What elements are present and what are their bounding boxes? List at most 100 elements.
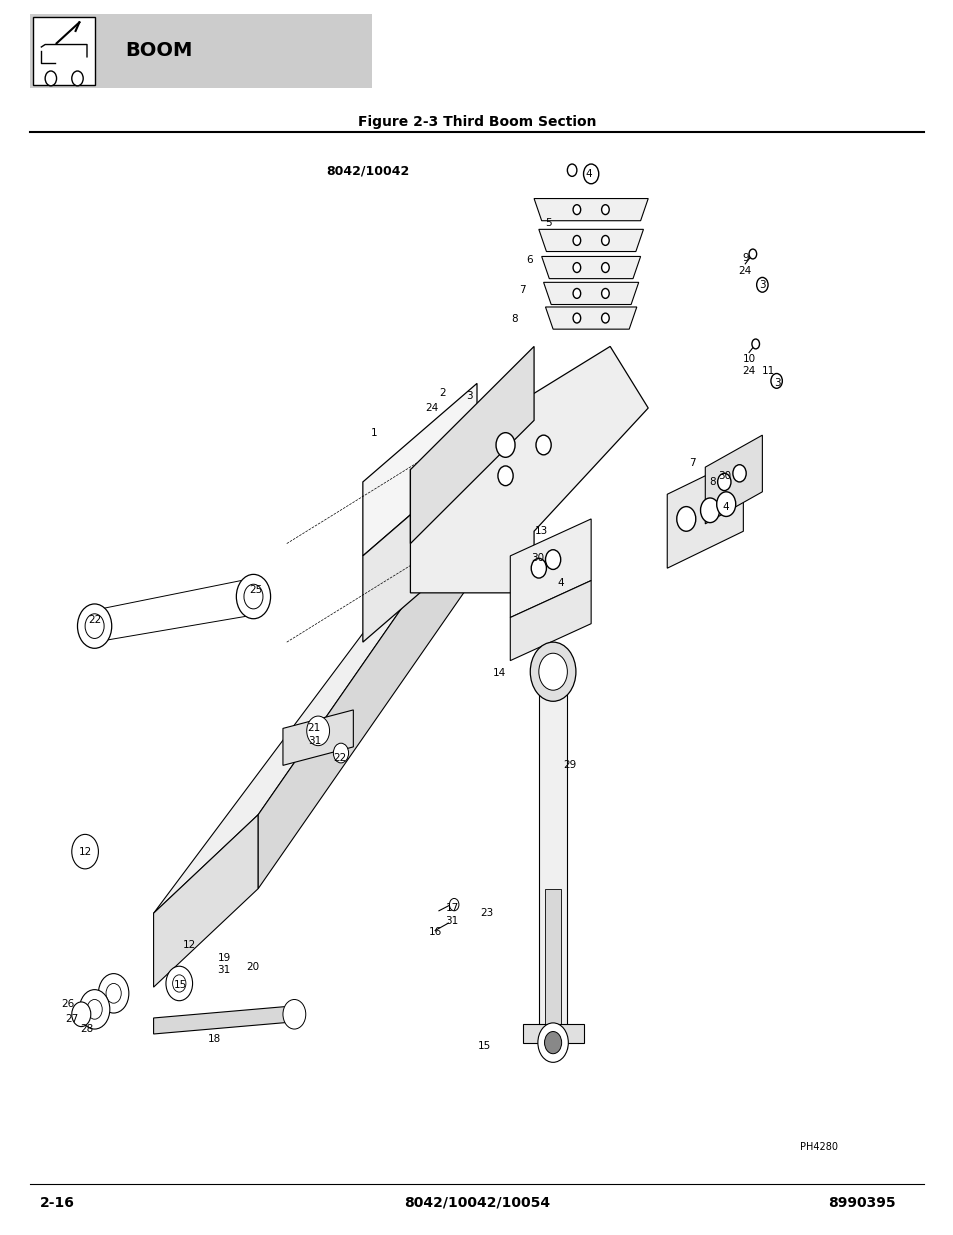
Text: 15: 15: [477, 1041, 491, 1051]
Text: 12: 12: [183, 940, 196, 950]
Polygon shape: [153, 1005, 296, 1034]
Text: 8: 8: [709, 477, 716, 487]
Text: 8042/10042/10054: 8042/10042/10054: [403, 1195, 550, 1210]
Text: 3: 3: [759, 280, 765, 290]
Circle shape: [700, 498, 719, 522]
Polygon shape: [283, 710, 353, 766]
Circle shape: [71, 835, 98, 869]
Text: 24: 24: [425, 403, 438, 412]
Text: 30: 30: [531, 553, 544, 563]
Circle shape: [567, 164, 577, 177]
Text: 24: 24: [738, 267, 751, 277]
Text: 20: 20: [246, 962, 259, 972]
Circle shape: [545, 550, 560, 569]
Circle shape: [496, 432, 515, 457]
Circle shape: [601, 205, 609, 215]
Text: 2-16: 2-16: [39, 1195, 74, 1210]
Text: 13: 13: [535, 526, 548, 536]
Circle shape: [748, 249, 756, 259]
Text: 31: 31: [445, 915, 458, 925]
Text: 25: 25: [250, 585, 263, 595]
Polygon shape: [666, 457, 742, 568]
Polygon shape: [362, 457, 476, 642]
Polygon shape: [545, 308, 637, 330]
Polygon shape: [522, 1024, 583, 1042]
Circle shape: [573, 205, 580, 215]
Circle shape: [530, 642, 576, 701]
Circle shape: [449, 898, 458, 910]
Text: 6: 6: [525, 256, 532, 266]
Polygon shape: [543, 283, 639, 305]
Text: 16: 16: [428, 926, 441, 936]
Polygon shape: [410, 346, 534, 543]
Text: 5: 5: [544, 219, 551, 228]
Polygon shape: [362, 383, 476, 556]
Text: 26: 26: [61, 999, 74, 1009]
Circle shape: [573, 289, 580, 299]
Text: BOOM: BOOM: [125, 41, 193, 61]
Circle shape: [716, 492, 735, 516]
Text: 28: 28: [80, 1024, 93, 1034]
Text: 10: 10: [741, 353, 755, 364]
Text: 8042/10042: 8042/10042: [326, 165, 409, 178]
Polygon shape: [704, 435, 761, 524]
Circle shape: [601, 314, 609, 324]
Text: 12: 12: [78, 847, 91, 857]
Circle shape: [770, 373, 781, 388]
Polygon shape: [534, 199, 647, 221]
Text: 4: 4: [585, 169, 592, 179]
Circle shape: [85, 614, 104, 638]
Circle shape: [601, 263, 609, 273]
Text: 27: 27: [65, 1014, 78, 1024]
Text: 29: 29: [563, 761, 577, 771]
FancyBboxPatch shape: [32, 17, 94, 85]
Text: 3: 3: [774, 378, 781, 388]
Text: 8: 8: [511, 314, 517, 325]
Circle shape: [732, 464, 745, 482]
Circle shape: [536, 435, 551, 454]
Circle shape: [283, 999, 306, 1029]
Circle shape: [77, 604, 112, 648]
Text: 7: 7: [688, 458, 695, 468]
Circle shape: [538, 653, 567, 690]
Polygon shape: [153, 445, 515, 913]
Circle shape: [544, 1031, 561, 1053]
Text: 15: 15: [173, 979, 187, 989]
Text: Figure 2-3 Third Boom Section: Figure 2-3 Third Boom Section: [357, 115, 596, 130]
Circle shape: [717, 473, 730, 490]
Circle shape: [244, 584, 263, 609]
Circle shape: [87, 999, 102, 1019]
Text: 14: 14: [493, 668, 506, 678]
Text: 31: 31: [308, 736, 320, 746]
Circle shape: [71, 70, 83, 85]
Text: 22: 22: [333, 753, 346, 763]
Circle shape: [751, 340, 759, 348]
Circle shape: [537, 1023, 568, 1062]
Text: 17: 17: [445, 903, 458, 914]
Text: 24: 24: [741, 366, 755, 375]
Text: 21: 21: [308, 724, 320, 734]
Circle shape: [166, 966, 193, 1000]
Polygon shape: [258, 445, 515, 889]
Text: 30: 30: [717, 471, 730, 480]
Circle shape: [601, 236, 609, 246]
FancyBboxPatch shape: [30, 14, 372, 88]
Text: 9: 9: [741, 253, 748, 263]
Text: 31: 31: [217, 965, 231, 974]
Circle shape: [497, 466, 513, 485]
Circle shape: [333, 743, 348, 763]
Circle shape: [106, 983, 121, 1003]
Circle shape: [676, 506, 695, 531]
Polygon shape: [545, 889, 560, 1024]
Circle shape: [756, 278, 767, 293]
Text: 1: 1: [371, 427, 377, 437]
Text: 23: 23: [479, 908, 493, 919]
Circle shape: [71, 1002, 91, 1026]
Polygon shape: [541, 257, 639, 279]
Text: 22: 22: [88, 615, 101, 625]
Circle shape: [236, 574, 271, 619]
Circle shape: [531, 558, 546, 578]
Circle shape: [98, 973, 129, 1013]
Text: 2: 2: [439, 388, 446, 398]
Text: 11: 11: [760, 366, 774, 375]
